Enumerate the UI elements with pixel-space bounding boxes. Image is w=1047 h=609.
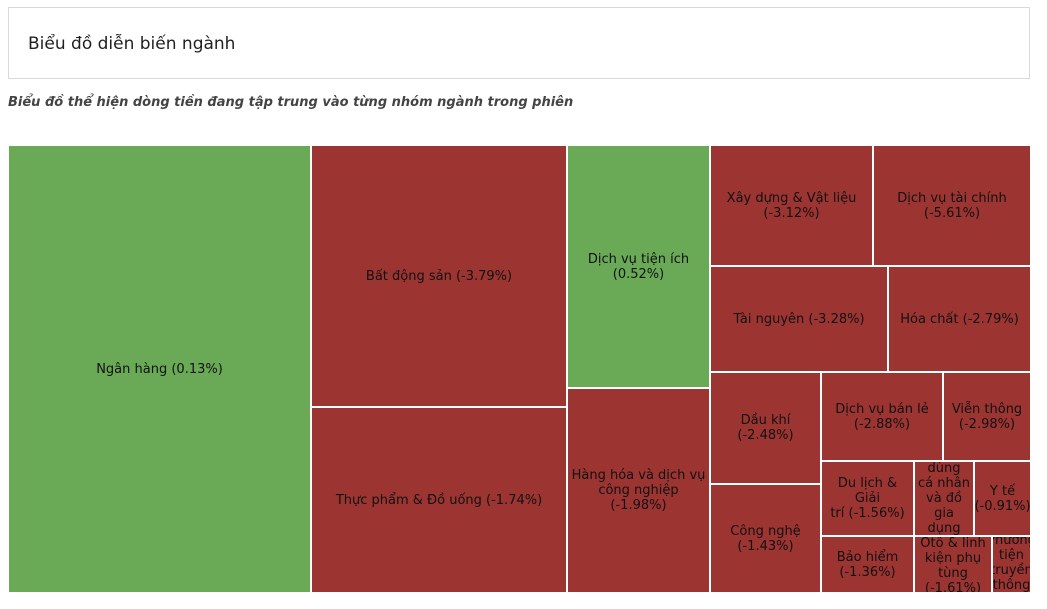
- treemap-tile-label: Viễn thông (-2.98%): [951, 401, 1023, 432]
- treemap-tile[interactable]: Xây dựng & Vật liệu (-3.12%): [710, 145, 873, 266]
- treemap-tile[interactable]: Bảo hiểm (-1.36%): [821, 536, 914, 593]
- treemap-tile-label: Bất động sản (-3.79%): [365, 268, 513, 284]
- chart-subtitle: Biểu đồ thể hiện dòng tiền đang tập trun…: [8, 95, 574, 110]
- treemap-tile[interactable]: Viễn thông (-2.98%): [943, 372, 1031, 461]
- treemap-tile[interactable]: Dầu khí (-2.48%): [710, 372, 821, 484]
- treemap-tile-label: Hàng hóa và dịch vụ công nghiệp (-1.98%): [571, 468, 706, 513]
- treemap-tile-label: Bảo hiểm (-1.36%): [836, 549, 899, 580]
- treemap-tile[interactable]: Ôtô & linh kiện phụ tùng (-1.61%): [914, 536, 992, 593]
- treemap-tile-label: Dầu khí (-2.48%): [737, 413, 794, 443]
- page-title: Biểu đồ diễn biến ngành: [28, 34, 236, 54]
- treemap-tile[interactable]: Công nghệ (-1.43%): [710, 484, 821, 593]
- header-panel: Biểu đồ diễn biến ngành: [8, 7, 1030, 79]
- sector-treemap: Ngân hàng (0.13%) Bất động sản (-3.79%) Th…: [8, 145, 1031, 593]
- treemap-tile-label: Ngân hàng (0.13%): [96, 361, 223, 377]
- treemap-tile-label: Đồ dùng cá nhân và đồ gia dụng (-0.4%): [918, 461, 970, 536]
- treemap-tile-label: Dịch vụ bán lẻ (-2.88%): [835, 401, 929, 432]
- treemap-tile-label: Phương tiện truyền thông (-2.9...: [992, 536, 1031, 593]
- treemap-tile[interactable]: Bất động sản (-3.79%): [311, 145, 567, 407]
- treemap-tile-label: Tài nguyên (-3.28%): [733, 311, 865, 327]
- treemap-tile[interactable]: Thực phẩm & Đồ uống (-1.74%): [311, 407, 567, 593]
- treemap-tile[interactable]: Y tế (-0.91%): [974, 461, 1031, 536]
- treemap-tile[interactable]: Hóa chất (-2.79%): [888, 266, 1031, 372]
- treemap-tile[interactable]: Dịch vụ bán lẻ (-2.88%): [821, 372, 943, 461]
- treemap-tile-label: Du lịch & Giải trí (-1.56%): [830, 476, 905, 521]
- treemap-tile-label: Thực phẩm & Đồ uống (-1.74%): [335, 492, 543, 508]
- treemap-tile[interactable]: Dịch vụ tài chính (-5.61%): [873, 145, 1031, 266]
- treemap-tile-label: Y tế (-0.91%): [974, 483, 1031, 514]
- treemap-tile-label: Công nghệ (-1.43%): [730, 523, 801, 554]
- treemap-tile[interactable]: Ngân hàng (0.13%): [8, 145, 311, 593]
- treemap-tile-label: Hóa chất (-2.79%): [900, 311, 1019, 327]
- treemap-tile[interactable]: Du lịch & Giải trí (-1.56%): [821, 461, 914, 536]
- treemap-tile-label: Dịch vụ tài chính (-5.61%): [897, 190, 1007, 221]
- treemap-tile[interactable]: Đồ dùng cá nhân và đồ gia dụng (-0.4%): [914, 461, 974, 536]
- treemap-tile[interactable]: Phương tiện truyền thông (-2.9...: [992, 536, 1031, 593]
- treemap-tile[interactable]: Tài nguyên (-3.28%): [710, 266, 888, 372]
- treemap-tile-label: Dịch vụ tiện ích (0.52%): [587, 251, 690, 282]
- treemap-tile[interactable]: Dịch vụ tiện ích (0.52%): [567, 145, 710, 388]
- treemap-tile-label: Ôtô & linh kiện phụ tùng (-1.61%): [920, 536, 986, 593]
- treemap-tile-label: Xây dựng & Vật liệu (-3.12%): [726, 190, 857, 221]
- treemap-tile[interactable]: Hàng hóa và dịch vụ công nghiệp (-1.98%): [567, 388, 710, 593]
